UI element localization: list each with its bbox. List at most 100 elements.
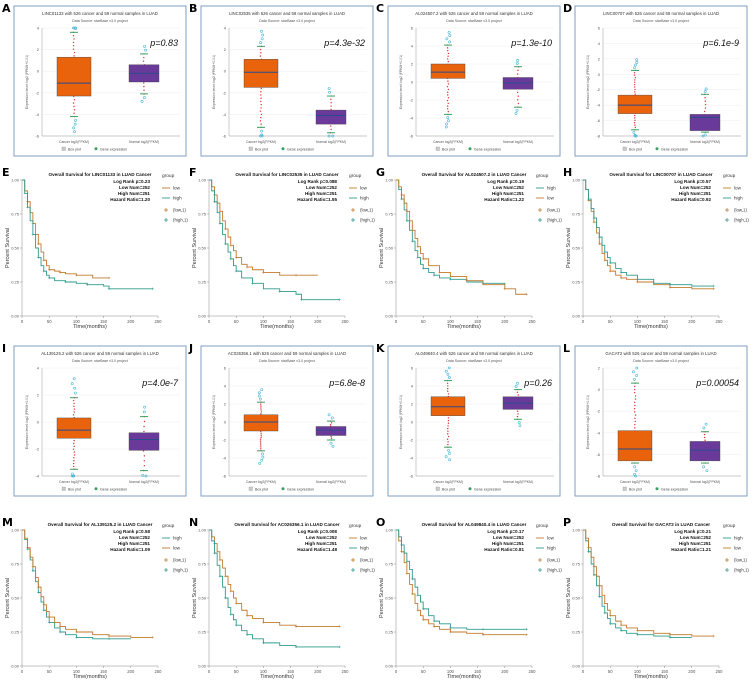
- gene-point: [259, 403, 262, 405]
- legend-label-low: low: [734, 546, 742, 551]
- cancer-label: Cancer log2(FPKM): [620, 480, 650, 484]
- stat-line: Low Num=252: [119, 535, 150, 540]
- y-tick-label: 1.00: [198, 528, 207, 533]
- gene-point: [446, 99, 449, 102]
- gene-point: [446, 382, 449, 384]
- censor-mark: [48, 615, 51, 619]
- legend-title: group: [536, 523, 549, 529]
- gene-point: [72, 448, 75, 450]
- legend-censor-label: (high,1): [360, 218, 375, 223]
- censor-mark: [405, 210, 409, 213]
- stat-line: High Num=251: [679, 541, 711, 546]
- legend-censor-label: (high,1): [734, 218, 749, 223]
- y-tick-label: 0.25: [572, 630, 581, 635]
- stat-line: Log Rank p=0.57: [674, 179, 711, 184]
- outlier: [329, 441, 333, 445]
- gene-point: [143, 56, 145, 59]
- legend-gene-label: Gene expression: [287, 148, 314, 152]
- normal-box: [315, 109, 347, 125]
- legend-label-low: low: [547, 196, 555, 201]
- panel-n: N 0 50 100 150 200 250 0.00 0.25 0.50 0.75 1.00 Time…: [189, 516, 377, 688]
- gene-point: [704, 107, 707, 109]
- gene-point: [633, 122, 636, 124]
- y-tick-label: 0: [598, 387, 601, 392]
- y-tick-label: -6: [409, 134, 413, 139]
- y-tick-label: 6: [411, 366, 414, 371]
- legend-label-high: high: [173, 196, 182, 201]
- frame: [574, 5, 748, 157]
- normal-box: [128, 432, 160, 451]
- x-tick-label: 150: [287, 319, 295, 324]
- legend-gene-swatch: [281, 487, 285, 491]
- censor-mark: [481, 628, 485, 631]
- legend-label-low: low: [360, 536, 368, 541]
- censor-mark: [416, 594, 419, 597]
- x-tick-label: 50: [47, 669, 52, 674]
- chart-title: LINC01133 with 526 cancer and 59 normal …: [42, 11, 158, 16]
- censor-mark: [636, 280, 639, 284]
- outlier: [516, 59, 520, 62]
- y-tick-label: 6: [224, 366, 227, 371]
- normal-box: [689, 114, 721, 131]
- outlier: [635, 366, 639, 370]
- panel-a: A LINC01133 with 526 cancer and 59 normal…: [2, 2, 190, 162]
- legend-gene-swatch: [94, 147, 98, 151]
- y-tick-label: 2: [411, 62, 414, 67]
- panel-d: D LINC00707 with 526 cancer and 59 normal…: [563, 2, 751, 162]
- gene-point: [634, 124, 636, 126]
- censor-mark: [405, 560, 409, 563]
- censor-mark: [609, 269, 612, 273]
- y-axis-label: Expression level: log2 (FPKM+0.01): [212, 55, 216, 109]
- gene-point: [634, 117, 636, 119]
- x-tick-label: 200: [314, 319, 322, 324]
- censor-mark: [422, 257, 425, 261]
- gene-point: [446, 85, 449, 88]
- gene-point: [633, 83, 636, 86]
- x-tick-label: 150: [287, 669, 295, 674]
- gene-point: [259, 438, 262, 440]
- box-plot: LINC02535 with 526 cancer and 59 normal …: [200, 5, 374, 157]
- gene-point: [73, 451, 76, 453]
- x-tick-label: 150: [661, 319, 669, 324]
- censor-mark: [218, 210, 222, 213]
- censor-mark: [37, 256, 40, 259]
- outlier: [141, 473, 145, 477]
- gene-point: [260, 94, 262, 96]
- censor-mark: [712, 634, 715, 638]
- y-tick-label: -2: [222, 438, 226, 443]
- gene-point: [259, 120, 262, 122]
- x-tick-label: 250: [529, 319, 537, 324]
- y-tick-label: 1.00: [572, 178, 581, 183]
- outlier: [514, 112, 518, 115]
- censor-mark: [598, 235, 601, 239]
- gene-point: [72, 34, 75, 37]
- gene-point: [634, 81, 636, 84]
- panel-h: H 0 50 100 150 200 250 0.00 0.25 0.50 0.75 1.00 Time…: [563, 166, 751, 338]
- outlier: [448, 458, 452, 462]
- km-plot: 0 50 100 150 200 250 0.00 0.25 0.50 0.75 1.00 Time(…: [566, 522, 749, 680]
- gene-point: [73, 109, 76, 111]
- panel-l: L GACAT2 with 526 cancer and 59 normal sa…: [563, 342, 751, 502]
- stat-line: Log Rank p=0.088: [298, 179, 338, 184]
- y-tick-label: -6: [35, 134, 39, 139]
- outlier: [634, 134, 638, 138]
- gene-point: [446, 105, 449, 107]
- gene-point: [260, 432, 262, 435]
- gene-point: [73, 457, 75, 459]
- panel-letter: J: [189, 342, 194, 355]
- gene-point: [446, 108, 449, 110]
- stat-line: High Num=251: [492, 541, 524, 546]
- outlier: [448, 40, 452, 44]
- gene-point: [517, 394, 519, 396]
- censor-mark: [636, 629, 639, 632]
- censor-mark: [37, 591, 40, 594]
- y-tick-label: -2: [35, 90, 39, 95]
- gene-point: [634, 395, 637, 397]
- gene-point: [447, 393, 450, 395]
- cancer-label: Cancer log2(FPKM): [59, 480, 89, 484]
- outlier: [444, 455, 448, 459]
- censor-mark: [609, 614, 612, 617]
- y-tick-label: 0.25: [11, 630, 20, 635]
- gene-point: [73, 411, 75, 413]
- legend-censor-swatch: [351, 218, 355, 222]
